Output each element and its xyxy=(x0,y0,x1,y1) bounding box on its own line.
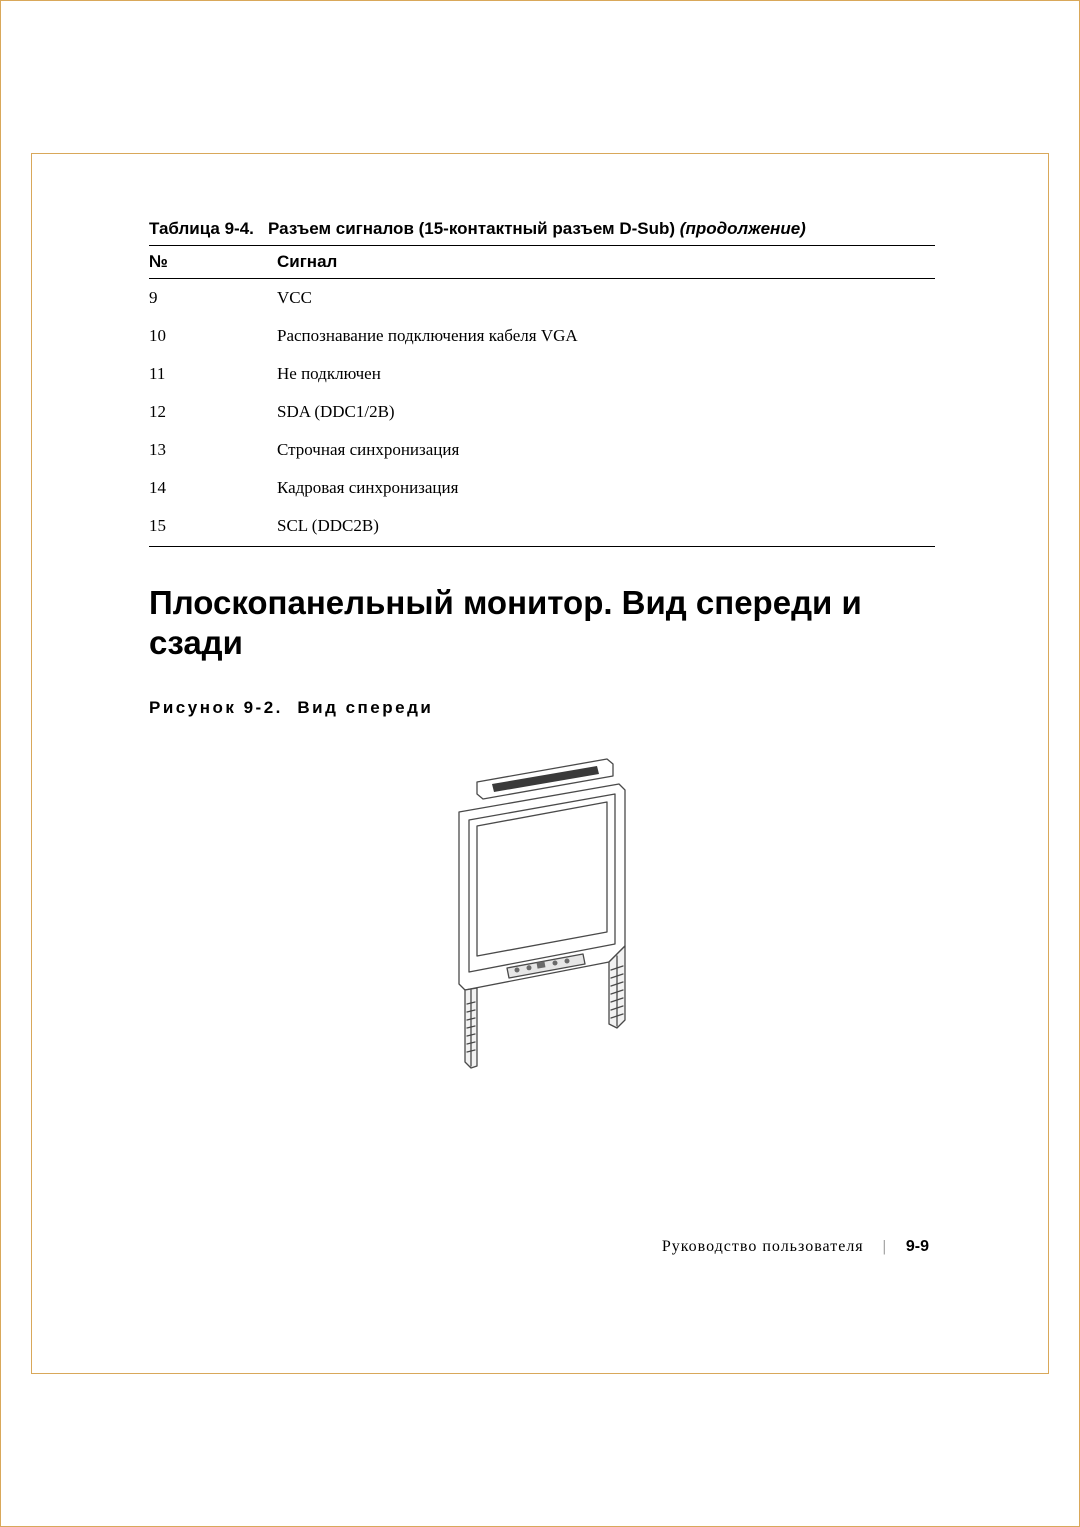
col-header-signal: Сигнал xyxy=(277,246,935,279)
cell-signal: SDA (DDC1/2B) xyxy=(277,393,935,431)
cell-signal: VCC xyxy=(277,279,935,318)
cell-no: 13 xyxy=(149,431,277,469)
cell-signal: SCL (DDC2B) xyxy=(277,507,935,547)
table-row: 13 Строчная синхронизация xyxy=(149,431,935,469)
section-heading: Плоскопанельный монитор. Вид спереди и с… xyxy=(149,583,935,664)
footer-doc-title: Руководство пользователя xyxy=(662,1238,864,1255)
footer-page-number: 9-9 xyxy=(906,1238,929,1255)
cell-signal: Распознавание подключения кабеля VGA xyxy=(277,317,935,355)
figure-caption-title: Вид спереди xyxy=(297,698,433,717)
cell-signal: Кадровая синхронизация xyxy=(277,469,935,507)
page-footer: Руководство пользователя | 9-9 xyxy=(662,1238,929,1256)
cell-no: 9 xyxy=(149,279,277,318)
table-row: 15 SCL (DDC2B) xyxy=(149,507,935,547)
cell-no: 15 xyxy=(149,507,277,547)
table-row: 10 Распознавание подключения кабеля VGA xyxy=(149,317,935,355)
table-caption-continuation: (продолжение) xyxy=(680,219,806,238)
cell-no: 14 xyxy=(149,469,277,507)
cell-no: 12 xyxy=(149,393,277,431)
cell-signal: Не подключен xyxy=(277,355,935,393)
table-caption: Таблица 9-4. Разъем сигналов (15-контакт… xyxy=(149,219,935,239)
figure-caption: Рисунок 9-2. Вид спереди xyxy=(149,698,935,718)
table-header-row: № Сигнал xyxy=(149,246,935,279)
table-row: 11 Не подключен xyxy=(149,355,935,393)
col-header-no: № xyxy=(149,246,277,279)
figure-caption-prefix: Рисунок 9-2. xyxy=(149,698,283,717)
table-caption-title: Разъем сигналов (15-контактный разъем D-… xyxy=(268,219,675,238)
table-row: 12 SDA (DDC1/2B) xyxy=(149,393,935,431)
table-row: 14 Кадровая синхронизация xyxy=(149,469,935,507)
table-row: 9 VCC xyxy=(149,279,935,318)
cell-no: 11 xyxy=(149,355,277,393)
table-caption-prefix: Таблица 9-4. xyxy=(149,219,254,238)
signals-table: № Сигнал 9 VCC 10 Распознавание подключе… xyxy=(149,245,935,547)
footer-separator: | xyxy=(883,1238,887,1255)
figure-front-view xyxy=(149,754,935,1079)
page-content: Таблица 9-4. Разъем сигналов (15-контакт… xyxy=(149,219,935,1079)
cell-signal: Строчная синхронизация xyxy=(277,431,935,469)
monitor-front-illustration xyxy=(437,754,647,1074)
page-outer-frame: Таблица 9-4. Разъем сигналов (15-контакт… xyxy=(0,0,1080,1527)
cell-no: 10 xyxy=(149,317,277,355)
